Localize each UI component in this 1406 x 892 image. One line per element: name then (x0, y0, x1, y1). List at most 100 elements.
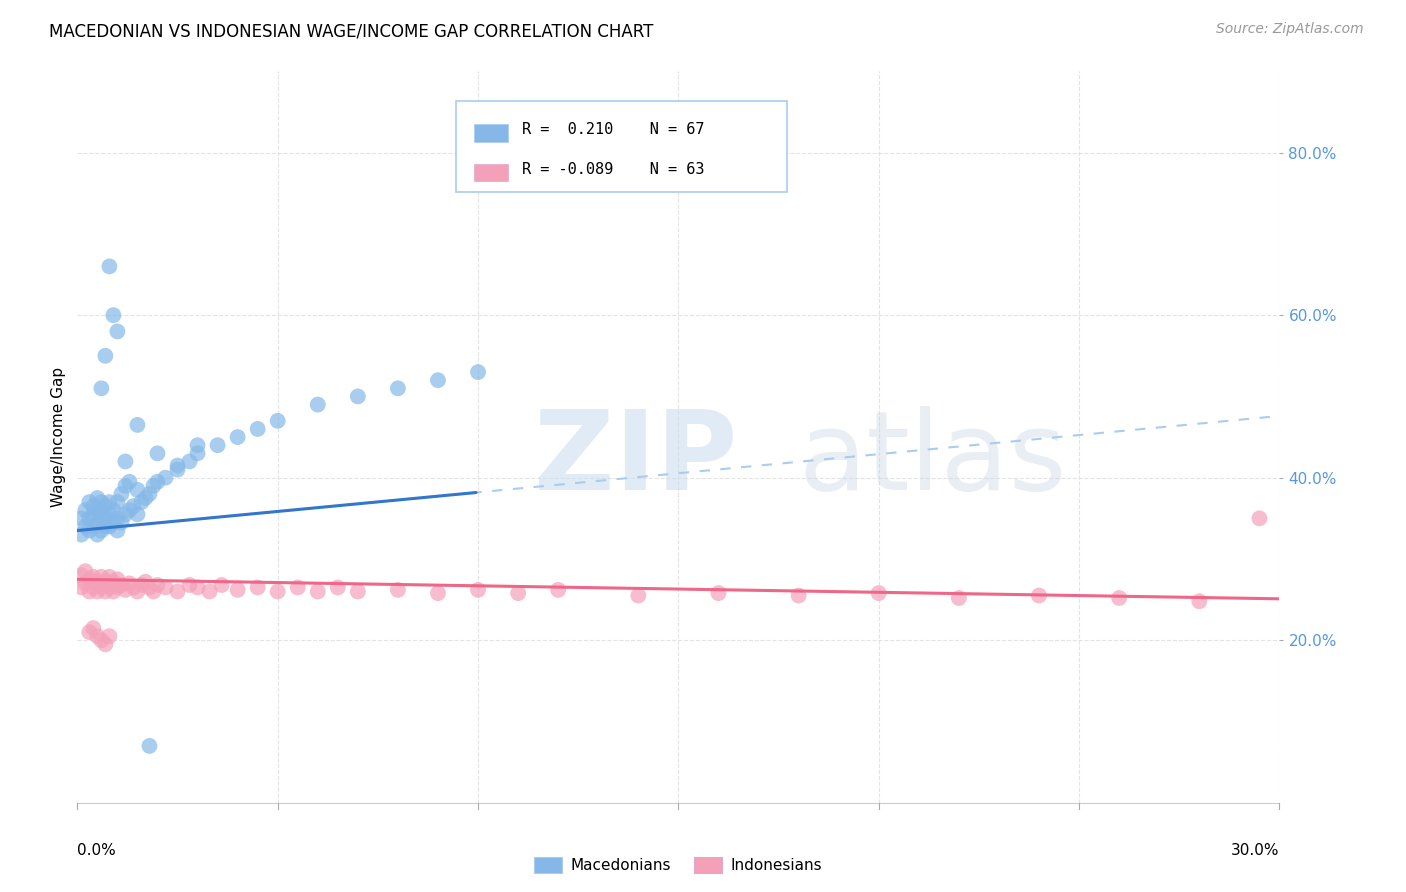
Point (86, 516, 108, 530)
Point (98, 629, 121, 643)
Point (127, 417, 149, 432)
Point (94, 511, 117, 525)
Point (226, 582, 249, 597)
Point (307, 398, 329, 412)
Point (1108, 591, 1130, 605)
Point (79, 511, 101, 525)
Point (103, 584, 125, 599)
Point (90, 503, 112, 517)
Point (1028, 589, 1050, 603)
Point (110, 487, 132, 501)
Point (187, 446, 209, 460)
Point (94, 574, 117, 588)
Point (70, 568, 93, 582)
Point (94, 637, 117, 651)
Point (103, 503, 125, 517)
Point (107, 581, 129, 595)
Point (187, 581, 209, 595)
Legend: Macedonians, Indonesians: Macedonians, Indonesians (529, 851, 828, 880)
Point (787, 589, 810, 603)
Point (127, 584, 149, 599)
Point (103, 308, 125, 322)
Point (134, 574, 156, 589)
Point (211, 578, 233, 592)
Point (868, 586, 890, 600)
Point (107, 511, 129, 525)
Text: R = -0.089    N = 63: R = -0.089 N = 63 (522, 161, 704, 177)
Point (114, 582, 136, 597)
Point (107, 572, 129, 586)
Point (948, 591, 970, 605)
Point (75, 519, 97, 533)
Point (110, 516, 132, 530)
Point (138, 487, 160, 501)
Point (427, 373, 450, 387)
Point (118, 576, 141, 591)
Point (166, 462, 188, 476)
Point (107, 495, 129, 509)
Text: 0.0%: 0.0% (77, 843, 117, 858)
Point (94, 519, 117, 533)
Point (107, 325, 129, 339)
Point (127, 508, 149, 522)
Bar (474, 124, 508, 142)
Point (307, 584, 329, 599)
Point (94, 499, 117, 513)
Point (90, 581, 112, 595)
Point (70, 527, 93, 541)
Point (70, 581, 93, 595)
Text: R =  0.210    N = 67: R = 0.210 N = 67 (522, 122, 704, 137)
Point (107, 524, 129, 538)
Point (1249, 511, 1271, 525)
Point (707, 586, 730, 600)
Point (122, 581, 145, 595)
Point (146, 578, 169, 592)
Point (94, 349, 117, 363)
Point (90, 633, 112, 648)
Point (86, 503, 108, 517)
Point (138, 581, 160, 595)
Point (142, 479, 165, 493)
Point (226, 430, 249, 444)
Point (127, 483, 149, 497)
Point (75, 503, 97, 517)
Point (207, 438, 229, 452)
Point (142, 584, 165, 599)
Point (86, 527, 108, 541)
Point (118, 475, 141, 489)
Point (86, 491, 108, 505)
Point (114, 479, 136, 493)
Point (166, 458, 188, 473)
Point (90, 511, 112, 525)
Point (198, 584, 221, 599)
Point (79, 495, 101, 509)
Point (347, 584, 370, 599)
Point (134, 491, 156, 505)
Point (114, 508, 136, 522)
Point (90, 570, 112, 584)
Point (103, 516, 125, 530)
Point (146, 446, 169, 460)
Point (627, 589, 650, 603)
Point (131, 578, 153, 592)
Point (347, 389, 370, 403)
FancyBboxPatch shape (456, 101, 786, 192)
Point (138, 739, 160, 753)
Point (326, 581, 349, 595)
Point (98, 581, 121, 595)
Point (70, 511, 93, 525)
Point (267, 584, 290, 599)
Point (118, 503, 141, 517)
Text: MACEDONIAN VS INDONESIAN WAGE/INCOME GAP CORRELATION CHART: MACEDONIAN VS INDONESIAN WAGE/INCOME GAP… (49, 22, 654, 40)
Point (98, 519, 121, 533)
Point (246, 581, 269, 595)
Point (387, 381, 409, 395)
Point (155, 581, 177, 595)
Point (155, 471, 177, 485)
Point (75, 576, 97, 591)
Point (90, 524, 112, 538)
Point (114, 454, 136, 468)
Point (467, 365, 489, 379)
Bar (474, 163, 508, 181)
Point (427, 586, 450, 600)
